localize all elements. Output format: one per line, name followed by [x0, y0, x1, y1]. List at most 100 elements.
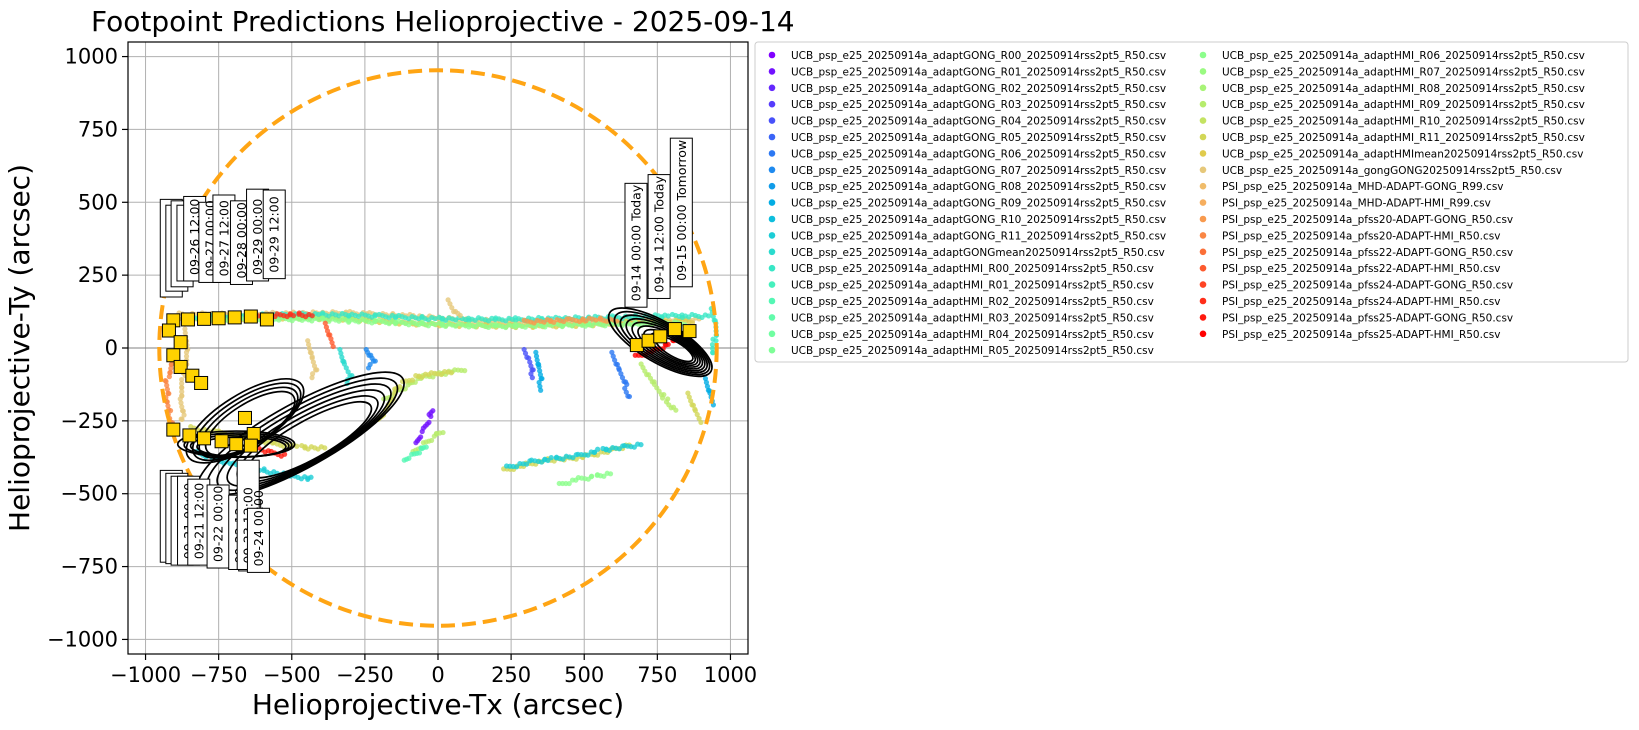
legend-marker	[1199, 281, 1207, 288]
footpoint-dot	[290, 313, 297, 319]
legend-marker	[768, 199, 776, 206]
footpoint-dot	[449, 305, 455, 311]
legend-label: UCB_psp_e25_20250914a_adaptHMI_R10_20250…	[1222, 116, 1585, 128]
footpoint-dot	[365, 365, 372, 371]
footpoint-dot	[337, 346, 343, 353]
footpoint-square	[197, 431, 212, 446]
footpoint-dot	[423, 444, 429, 450]
footpoint-dot	[537, 383, 543, 389]
chart-title: Footpoint Predictions Helioprojective - …	[91, 5, 795, 38]
footpoint-dot	[601, 473, 607, 479]
legend-frame	[754, 41, 1629, 363]
trajectory-loop	[643, 328, 699, 367]
legend-marker	[768, 150, 776, 157]
footpoint-dot	[167, 408, 174, 414]
footpoint-dot	[309, 375, 315, 381]
legend-label: UCB_psp_e25_20250914a_adaptGONG_R03_2025…	[791, 99, 1166, 111]
footpoint-dot	[709, 345, 716, 352]
footpoint-dot	[183, 349, 190, 355]
footpoint-dot	[165, 403, 171, 409]
footpoint-dot	[686, 394, 692, 400]
footpoint-dot	[163, 378, 169, 385]
footpoint-dot	[426, 419, 432, 425]
annotation-label: 09-29 00:00	[250, 199, 265, 275]
footpoint-dot	[309, 313, 315, 319]
footpoint-dot	[523, 461, 530, 467]
footpoint-square	[243, 438, 258, 453]
legend-label: UCB_psp_e25_20250914a_adaptGONG_R07_2025…	[791, 165, 1166, 177]
y-axis-label: Helioprojective-Ty (arcsec)	[3, 164, 36, 532]
footpoint-dot	[659, 395, 666, 401]
footpoint-square	[211, 311, 226, 326]
footpoint-dot	[323, 324, 329, 330]
footpoint-dot	[566, 480, 572, 487]
legend-marker	[1199, 215, 1207, 223]
legend-label: UCB_psp_e25_20250914a_adaptHMImean202509…	[1222, 148, 1583, 160]
trajectory-loop	[226, 389, 386, 487]
footpoint-dot	[526, 355, 532, 361]
footpoint-dot	[179, 385, 185, 391]
footpoint-dot	[168, 361, 174, 368]
footpoint-dot	[345, 369, 351, 375]
footpoint-dot	[329, 340, 335, 346]
footpoint-dot	[619, 375, 626, 381]
footpoint-dot	[685, 390, 691, 396]
footpoint-dot	[430, 408, 436, 414]
footpoint-square	[667, 322, 682, 337]
footpoint-dot	[622, 385, 628, 391]
legend-label: PSI_psp_e25_20250914a_pfss24-ADAPT-GONG_…	[1222, 280, 1513, 292]
trajectory-loop	[204, 390, 296, 457]
annotation-box	[262, 189, 286, 280]
footpoint-dot	[548, 455, 554, 461]
footpoint-dot	[528, 371, 534, 377]
footpoint-dot	[447, 301, 453, 307]
footpoint-dot	[688, 398, 694, 404]
footpoint-square	[182, 428, 197, 443]
annotation-label: 09-14 12:00 Today	[652, 175, 667, 292]
legend-marker	[1199, 199, 1207, 206]
footpoint-dot	[709, 341, 716, 348]
y-tick-label: 250	[78, 263, 118, 287]
legend-label: PSI_psp_e25_20250914a_pfss20-ADAPT-HMI_R…	[1222, 230, 1500, 242]
footpoint-dot	[610, 353, 616, 359]
footpoint-dot	[416, 450, 423, 456]
annotation-label: 09-14 00:00 Today	[628, 184, 643, 301]
plot-data	[162, 297, 720, 487]
footpoint-dot	[624, 381, 630, 387]
footpoint-dot	[349, 373, 355, 379]
footpoint-square	[180, 312, 195, 327]
footpoint-square	[641, 333, 656, 348]
footpoint-dot	[432, 321, 438, 328]
footpoint-dot	[418, 434, 424, 440]
footpoint-dot	[536, 364, 542, 370]
legend-label: UCB_psp_e25_20250914a_adaptHMI_R03_20250…	[791, 312, 1154, 324]
legend-label: PSI_psp_e25_20250914a_pfss25-ADAPT-GONG_…	[1222, 312, 1513, 324]
legend-marker	[768, 297, 776, 305]
legend-marker	[1199, 182, 1207, 190]
legend-marker	[1199, 297, 1207, 305]
legend-marker	[768, 314, 776, 321]
annotation-box	[669, 137, 693, 288]
footpoint-dot	[595, 446, 601, 452]
footpoint-dot	[314, 367, 320, 373]
legend-label: UCB_psp_e25_20250914a_adaptGONG_R04_2025…	[791, 116, 1166, 128]
footpoint-dot	[448, 370, 454, 376]
annotation-label: 09-28 00:00	[234, 202, 249, 278]
legend-label: UCB_psp_e25_20250914a_adaptHMI_R00_20250…	[791, 263, 1154, 275]
footpoint-dot	[623, 389, 629, 395]
footpoint-dot	[294, 443, 300, 449]
footpoint-dot	[308, 350, 314, 356]
footpoint-dot	[710, 350, 716, 356]
annotation-box	[624, 182, 648, 308]
footpoint-square	[243, 309, 258, 324]
legend-marker	[1199, 68, 1207, 75]
annotation-box	[246, 507, 270, 573]
footpoint-dot	[593, 317, 599, 323]
footpoint-square	[166, 348, 181, 363]
footpoint-dot	[585, 452, 591, 458]
footpoint-dot	[527, 359, 533, 365]
footpoint-square	[161, 323, 176, 338]
legend-marker	[1199, 100, 1207, 108]
footpoint-dot	[179, 380, 185, 387]
